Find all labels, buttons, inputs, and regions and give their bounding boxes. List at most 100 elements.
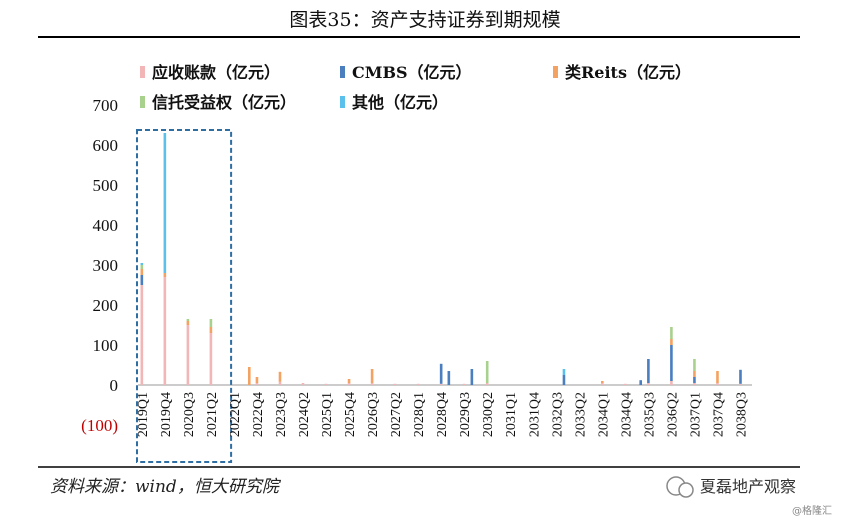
- bar-2026Q3-s0: [370, 383, 374, 385]
- bar-2030Q2-s3: [485, 361, 489, 383]
- x-tick-label: 2019Q4: [159, 392, 174, 437]
- bar-2028Q4-s0: [439, 383, 443, 385]
- bar-2019Q1-s0: [140, 285, 144, 385]
- legend-swatch: [140, 96, 145, 108]
- bar-2029Q1-s1: [447, 371, 451, 385]
- watermark: 夏磊地产观察: [700, 477, 796, 496]
- bar-2036Q2-s2: [670, 339, 673, 345]
- x-tick-label: 2037Q1: [688, 392, 703, 437]
- x-tick-label: 2020Q3: [182, 392, 197, 437]
- bar-2021Q2-s0: [209, 333, 213, 385]
- y-tick-label: 400: [93, 216, 119, 235]
- bar-2035Q3-s1: [647, 359, 650, 383]
- bar-2034Q1-s0: [601, 383, 604, 385]
- bar-2020Q3-s0: [186, 325, 190, 385]
- bar-2029Q3-s0: [462, 383, 466, 385]
- x-tick-label: 2026Q3: [366, 392, 381, 437]
- legend-entry: 其他（亿元）: [352, 93, 448, 112]
- bar-2019Q1-s1: [140, 275, 144, 285]
- x-tick-label: 2034Q1: [596, 392, 611, 437]
- y-tick-label: 600: [93, 136, 119, 155]
- bar-2037Q1-s1: [693, 377, 696, 383]
- x-tick-label: 2036Q2: [665, 392, 680, 437]
- bar-2037Q4-s2: [716, 371, 719, 383]
- bar-2034Q1-s2: [601, 381, 604, 383]
- bar-series: [136, 129, 742, 463]
- bar-2038Q3-s1: [739, 369, 742, 384]
- legend-swatch: [553, 66, 558, 78]
- x-tick-label: 2031Q1: [504, 392, 519, 437]
- bar-2019Q4-s2: [163, 273, 167, 277]
- chart-title: 图表35：资产支持证券到期规模: [289, 9, 560, 31]
- x-tick-label: 2028Q4: [435, 392, 450, 437]
- bar-2026Q3-s2: [370, 369, 374, 383]
- bar-2022Q4-s0: [255, 383, 259, 385]
- x-tick-label: 2034Q4: [619, 392, 634, 437]
- x-tick-label: 2031Q4: [527, 392, 542, 437]
- y-axis: 700 600 500 400 300 200 100 0 (100): [81, 96, 118, 435]
- bar-2028Q4-s1: [439, 363, 443, 384]
- legend-entry: CMBS（亿元）: [352, 63, 472, 82]
- bar-2024Q2-s0: [301, 383, 305, 385]
- bar-2027Q2-s0: [393, 383, 397, 385]
- bar-2019Q4-s4: [163, 133, 167, 273]
- bar-2037Q1-s0: [693, 383, 696, 385]
- bar-2019Q1-s3: [140, 265, 144, 269]
- y-tick-label: 500: [93, 176, 119, 195]
- bar-2022Q4-s2: [255, 377, 259, 383]
- x-tick-label: 2025Q1: [320, 392, 335, 437]
- legend-entry: 应收账款（亿元）: [152, 63, 280, 82]
- bar-2028Q1-s0: [416, 383, 420, 385]
- bar-2021Q2-s3: [209, 319, 213, 327]
- bar-2037Q1-s2: [693, 371, 696, 377]
- x-tick-label: 2022Q4: [251, 392, 266, 437]
- x-tick-label: 2022Q1: [228, 392, 243, 437]
- bar-2032Q4-s4: [562, 369, 566, 375]
- x-tick-label: 2021Q2: [205, 392, 220, 437]
- highlight-box: [136, 129, 233, 463]
- bar-2023Q3-s2: [278, 371, 282, 382]
- x-tick-label: 2027Q2: [389, 392, 404, 437]
- bar-2034Q4-s0: [624, 383, 627, 385]
- legend: 应收账款（亿元） CMBS（亿元） 类Reits（亿元） 信托受益权（亿元） 其他（亿元…: [140, 63, 691, 112]
- bar-2025Q4-s2: [347, 379, 351, 383]
- bar-2037Q4-s0: [716, 383, 719, 385]
- bar-2025Q4-s0: [347, 383, 351, 385]
- x-tick-label: 2038Q3: [735, 392, 750, 437]
- x-tick-label: 2024Q2: [297, 392, 312, 437]
- y-tick-label: (100): [81, 416, 118, 435]
- y-tick-label: 300: [93, 256, 119, 275]
- x-tick-label: 2032Q3: [550, 392, 565, 437]
- legend-entry: 类Reits（亿元）: [565, 63, 691, 82]
- y-tick-label: 700: [93, 96, 119, 115]
- bar-2020Q3-s3: [186, 319, 190, 321]
- legend-entry: 信托受益权（亿元）: [152, 93, 296, 112]
- legend-swatch: [140, 66, 145, 78]
- legend-swatch: [340, 96, 345, 108]
- bar-2019Q1-s2: [140, 269, 144, 275]
- bar-2021Q2-s2: [209, 327, 213, 333]
- bar-2037Q1-s3: [693, 359, 696, 371]
- x-tick-label: 2025Q4: [343, 392, 358, 437]
- x-tick-label: 2030Q2: [481, 392, 496, 437]
- y-tick-label: 200: [93, 296, 119, 315]
- bar-2036Q2-s3: [670, 327, 673, 339]
- bar-2020Q3-s2: [186, 321, 190, 325]
- bar-2038Q3-s0: [739, 383, 742, 385]
- legend-swatch: [340, 66, 345, 78]
- bar-2023Q3-s0: [278, 381, 282, 385]
- bar-2032Q4-s1: [562, 375, 566, 385]
- watermark-sub: @格隆汇: [792, 504, 832, 517]
- bar-2029Q4-s1: [470, 369, 474, 385]
- source-note: 资料来源：wind，恒大研究院: [50, 477, 282, 497]
- bar-2035Q3-s0: [647, 383, 650, 385]
- bar-2036Q2-s0: [670, 381, 673, 385]
- bar-2036Q2-s1: [670, 345, 673, 381]
- x-tick-label: 2037Q4: [712, 392, 727, 437]
- x-tick-label: 2028Q1: [412, 392, 427, 437]
- x-tick-label: 2023Q3: [274, 392, 289, 437]
- x-axis: 2019Q1 2019Q4 2020Q3 2021Q2 2022Q1 2022Q4 2023…: [136, 392, 750, 437]
- y-tick-label: 0: [110, 376, 119, 395]
- bar-2030Q2-s0: [485, 383, 489, 385]
